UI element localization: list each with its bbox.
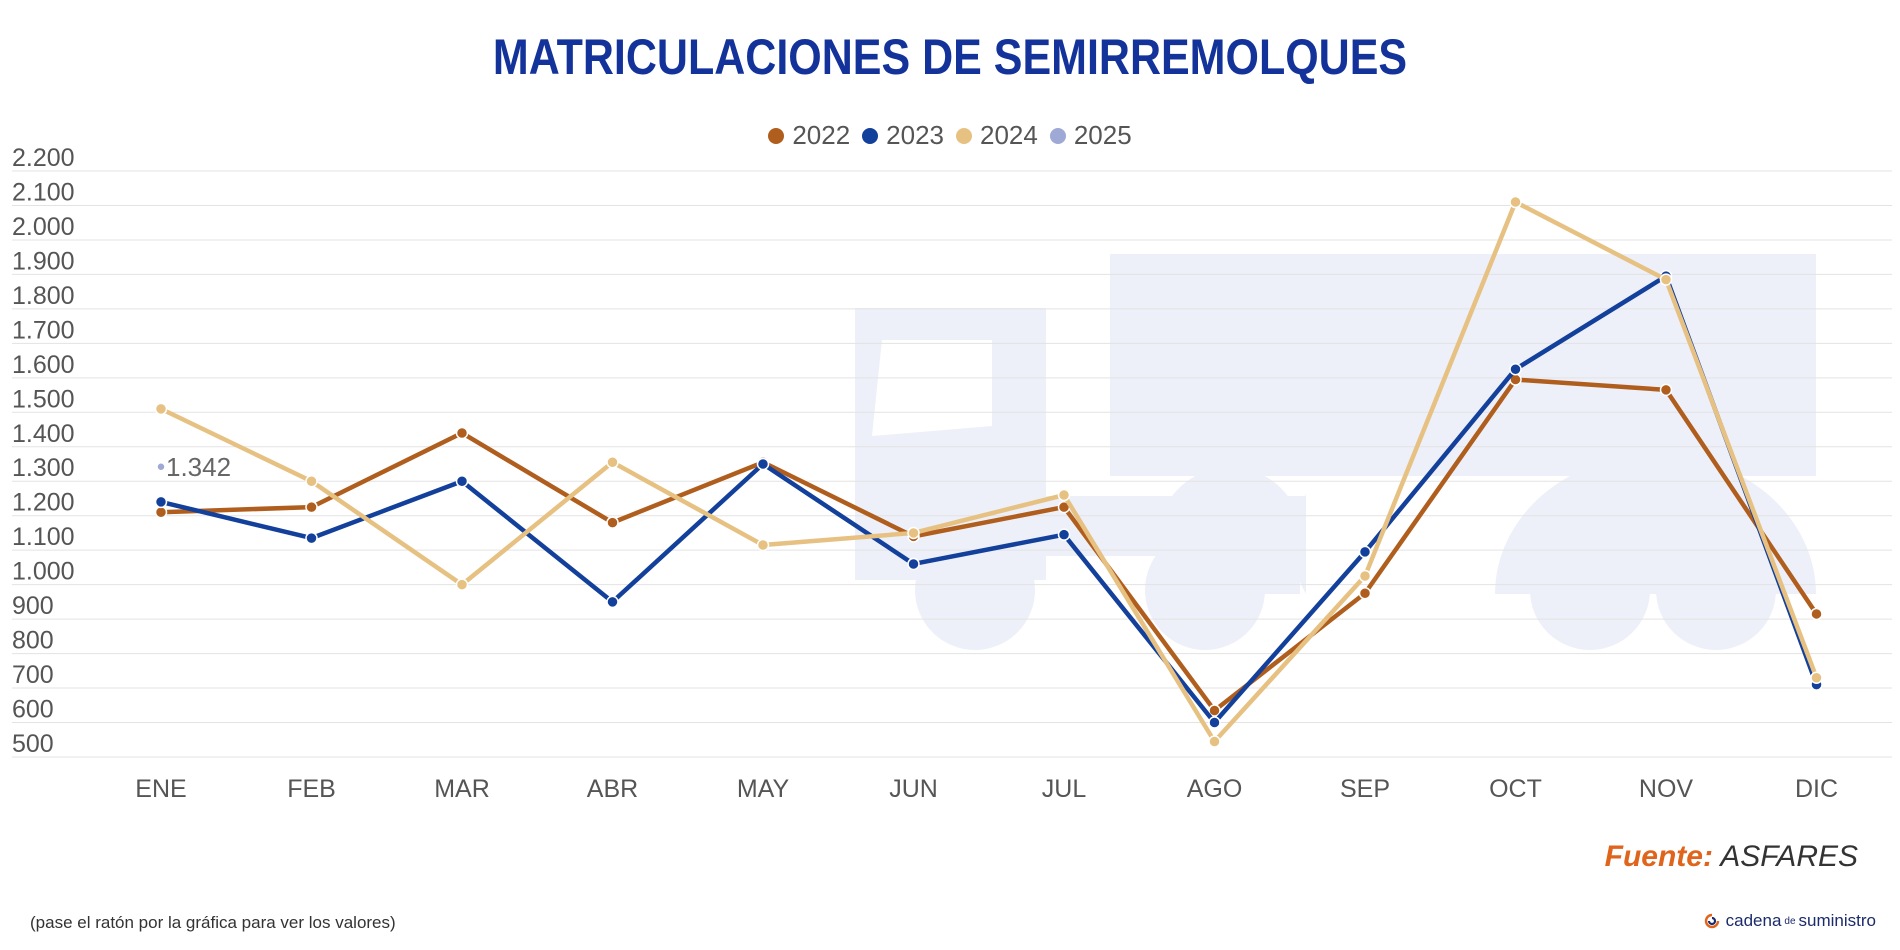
- data-point[interactable]: [1659, 273, 1673, 286]
- hover-hint: (pase el ratón por la gráfica para ver l…: [30, 913, 396, 932]
- data-point[interactable]: [606, 516, 619, 529]
- data-point[interactable]: [606, 456, 619, 469]
- x-tick-label: AGO: [1187, 775, 1243, 803]
- data-point[interactable]: [907, 526, 920, 540]
- y-tick-label: 1.300: [12, 454, 75, 482]
- x-tick-label: FEB: [287, 775, 336, 803]
- x-tick-label: ENE: [135, 775, 186, 803]
- chart-series: [154, 195, 1823, 748]
- data-point[interactable]: [455, 474, 469, 488]
- series-line[interactable]: [160, 377, 1819, 713]
- y-tick-label: 1.800: [12, 282, 75, 310]
- brand-name: cadena: [1725, 911, 1782, 930]
- y-tick-label: 1.200: [12, 489, 75, 517]
- data-point[interactable]: [606, 595, 619, 609]
- legend-dot-icon: [768, 127, 785, 144]
- brand-logo[interactable]: cadena de suministro: [1704, 911, 1876, 931]
- series-line[interactable]: [160, 199, 1819, 744]
- data-point[interactable]: [1509, 362, 1522, 376]
- y-tick-label: 700: [12, 661, 54, 689]
- chart-annotations: 1.342: [166, 452, 231, 482]
- brand-small: de: [1784, 915, 1796, 927]
- data-point[interactable]: [756, 538, 770, 552]
- data-point[interactable]: [305, 500, 318, 514]
- y-tick-label: 1.900: [12, 247, 75, 275]
- y-tick-label: 2.000: [12, 213, 75, 241]
- x-tick-label: JUN: [889, 775, 938, 803]
- y-tick-label: 2.200: [12, 144, 75, 172]
- legend-item-2023[interactable]: 2023: [862, 120, 944, 151]
- x-axis: ENE FEB MAR ABR MAY JUN JUL AGO SEP OCT NOV DIC: [135, 775, 1838, 803]
- y-tick-label: 1.100: [12, 523, 75, 551]
- data-point[interactable]: [455, 426, 469, 440]
- data-point[interactable]: [1358, 587, 1372, 600]
- x-tick-label: NOV: [1639, 775, 1694, 803]
- legend-dot-icon: [1049, 127, 1066, 144]
- data-point[interactable]: [1208, 704, 1221, 717]
- y-tick-label: 800: [12, 627, 54, 655]
- data-point[interactable]: [455, 578, 469, 591]
- data-point[interactable]: [1810, 671, 1823, 684]
- data-point[interactable]: [156, 462, 166, 472]
- data-point[interactable]: [1208, 735, 1221, 748]
- x-tick-label: OCT: [1489, 775, 1542, 803]
- legend-item-2024[interactable]: 2024: [956, 120, 1038, 151]
- brand-name-2: suministro: [1798, 911, 1876, 930]
- x-tick-label: ABR: [587, 775, 638, 803]
- y-tick-label: 500: [12, 730, 54, 758]
- legend-item-2025[interactable]: 2025: [1049, 120, 1132, 151]
- x-tick-label: DIC: [1795, 775, 1838, 803]
- y-tick-label: 1.600: [12, 351, 75, 379]
- truck-watermark-icon: [855, 254, 1816, 650]
- series-2024[interactable]: [154, 195, 1823, 748]
- data-point[interactable]: [1358, 569, 1372, 583]
- x-tick-label: SEP: [1340, 775, 1390, 803]
- y-tick-label: 1.400: [12, 420, 75, 448]
- data-point[interactable]: [305, 531, 318, 545]
- data-point[interactable]: [1358, 545, 1372, 559]
- data-point[interactable]: [1659, 383, 1673, 397]
- data-point[interactable]: [154, 495, 168, 509]
- x-tick-label: JUL: [1042, 775, 1087, 803]
- y-tick-label: 900: [12, 592, 54, 620]
- legend-dot-icon: [862, 127, 879, 144]
- y-tick-label: 1.000: [12, 558, 75, 586]
- series-line[interactable]: [160, 273, 1819, 725]
- legend-item-2022[interactable]: 2022: [768, 120, 850, 151]
- data-point[interactable]: [1509, 195, 1522, 209]
- source-credit: Fuente: ASFARES: [1605, 840, 1858, 874]
- chart-grid: [12, 170, 1892, 758]
- data-point[interactable]: [1057, 528, 1071, 541]
- legend-label: 2025: [1073, 120, 1132, 150]
- series-2025[interactable]: [156, 462, 166, 472]
- data-point[interactable]: [907, 557, 920, 571]
- x-tick-label: MAR: [434, 775, 490, 803]
- data-point[interactable]: [756, 457, 770, 471]
- y-tick-label: 1.500: [12, 385, 75, 413]
- data-point[interactable]: [1810, 607, 1823, 621]
- brand-swirl-icon: [1704, 913, 1719, 929]
- legend-dot-icon: [956, 127, 972, 144]
- legend-label: 2024: [980, 120, 1038, 150]
- y-tick-label: 600: [12, 696, 54, 724]
- x-tick-label: MAY: [737, 775, 790, 803]
- data-point[interactable]: [305, 474, 318, 488]
- y-tick-label: 2.100: [12, 178, 75, 206]
- chart-legend: 2022 2023 2024 2025: [0, 120, 1900, 151]
- data-point[interactable]: [154, 402, 168, 416]
- data-point[interactable]: [1057, 488, 1071, 502]
- chart-title: MATRICULACIONES DE SEMIRREMOLQUES: [492, 29, 1408, 85]
- data-label: 1.342: [166, 452, 231, 482]
- legend-label: 2023: [886, 120, 944, 150]
- legend-label: 2022: [792, 120, 851, 150]
- source-label: Fuente:: [1604, 840, 1713, 873]
- data-point[interactable]: [1208, 716, 1221, 729]
- source-value: ASFARES: [1720, 840, 1858, 873]
- y-axis: 500 600 700 800 900 1.000 1.100 1.200 1.300 1.400…: [12, 144, 75, 758]
- data-point[interactable]: [154, 506, 168, 519]
- series-2022[interactable]: [154, 373, 1823, 717]
- y-tick-label: 1.700: [12, 316, 75, 344]
